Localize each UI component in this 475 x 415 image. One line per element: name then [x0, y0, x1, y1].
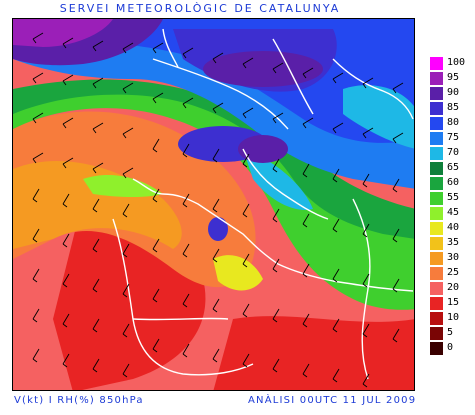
- legend-swatch: [430, 237, 443, 250]
- legend-label: 5: [447, 327, 454, 338]
- legend-label: 95: [447, 72, 460, 83]
- legend-swatch: [430, 297, 443, 310]
- legend-label: 100: [447, 57, 466, 68]
- legend-label: 15: [447, 297, 460, 308]
- humidity-wind-map-svg: [13, 19, 414, 390]
- legend-swatch: [430, 222, 443, 235]
- legend-swatch: [430, 312, 443, 325]
- legend-swatch: [430, 147, 443, 160]
- legend-label: 85: [447, 102, 460, 113]
- legend-label: 20: [447, 282, 460, 293]
- legend-swatch: [430, 327, 443, 340]
- coastline-lines: [112, 28, 414, 380]
- legend-label: 45: [447, 207, 460, 218]
- map-title: SERVEI METEOROLÒGIC DE CATALUNYA: [59, 2, 341, 15]
- legend-swatch: [430, 57, 443, 70]
- legend-swatch: [430, 177, 443, 190]
- legend-swatch: [430, 207, 443, 220]
- legend-swatch: [430, 192, 443, 205]
- legend-swatch: [430, 72, 443, 85]
- map-variable-caption: V(kt) I RH(%) 850hPa: [14, 395, 144, 406]
- legend-label: 25: [447, 267, 460, 278]
- legend-label: 35: [447, 237, 460, 248]
- legend-label: 90: [447, 87, 460, 98]
- legend-label: 55: [447, 192, 460, 203]
- legend-label: 10: [447, 312, 460, 323]
- legend-swatch: [430, 132, 443, 145]
- legend-label: 30: [447, 252, 460, 263]
- legend-label: 80: [447, 117, 460, 128]
- legend-swatch: [430, 342, 443, 355]
- legend-swatch: [430, 162, 443, 175]
- legend-swatch: [430, 117, 443, 130]
- legend-label: 0: [447, 342, 454, 353]
- legend-swatch: [430, 102, 443, 115]
- legend-label: 65: [447, 162, 460, 173]
- legend-label: 75: [447, 132, 460, 143]
- map-analysis-time: ANÀLISI 00UTC 11 JUL 2009: [248, 395, 417, 406]
- legend-swatch: [430, 267, 443, 280]
- legend-label: 70: [447, 147, 460, 158]
- legend-swatch: [430, 87, 443, 100]
- legend-label: 40: [447, 222, 460, 233]
- legend-swatch: [430, 252, 443, 265]
- wind-barbs: [32, 32, 404, 388]
- legend-swatch: [430, 282, 443, 295]
- legend-label: 60: [447, 177, 460, 188]
- weather-map: [12, 18, 415, 391]
